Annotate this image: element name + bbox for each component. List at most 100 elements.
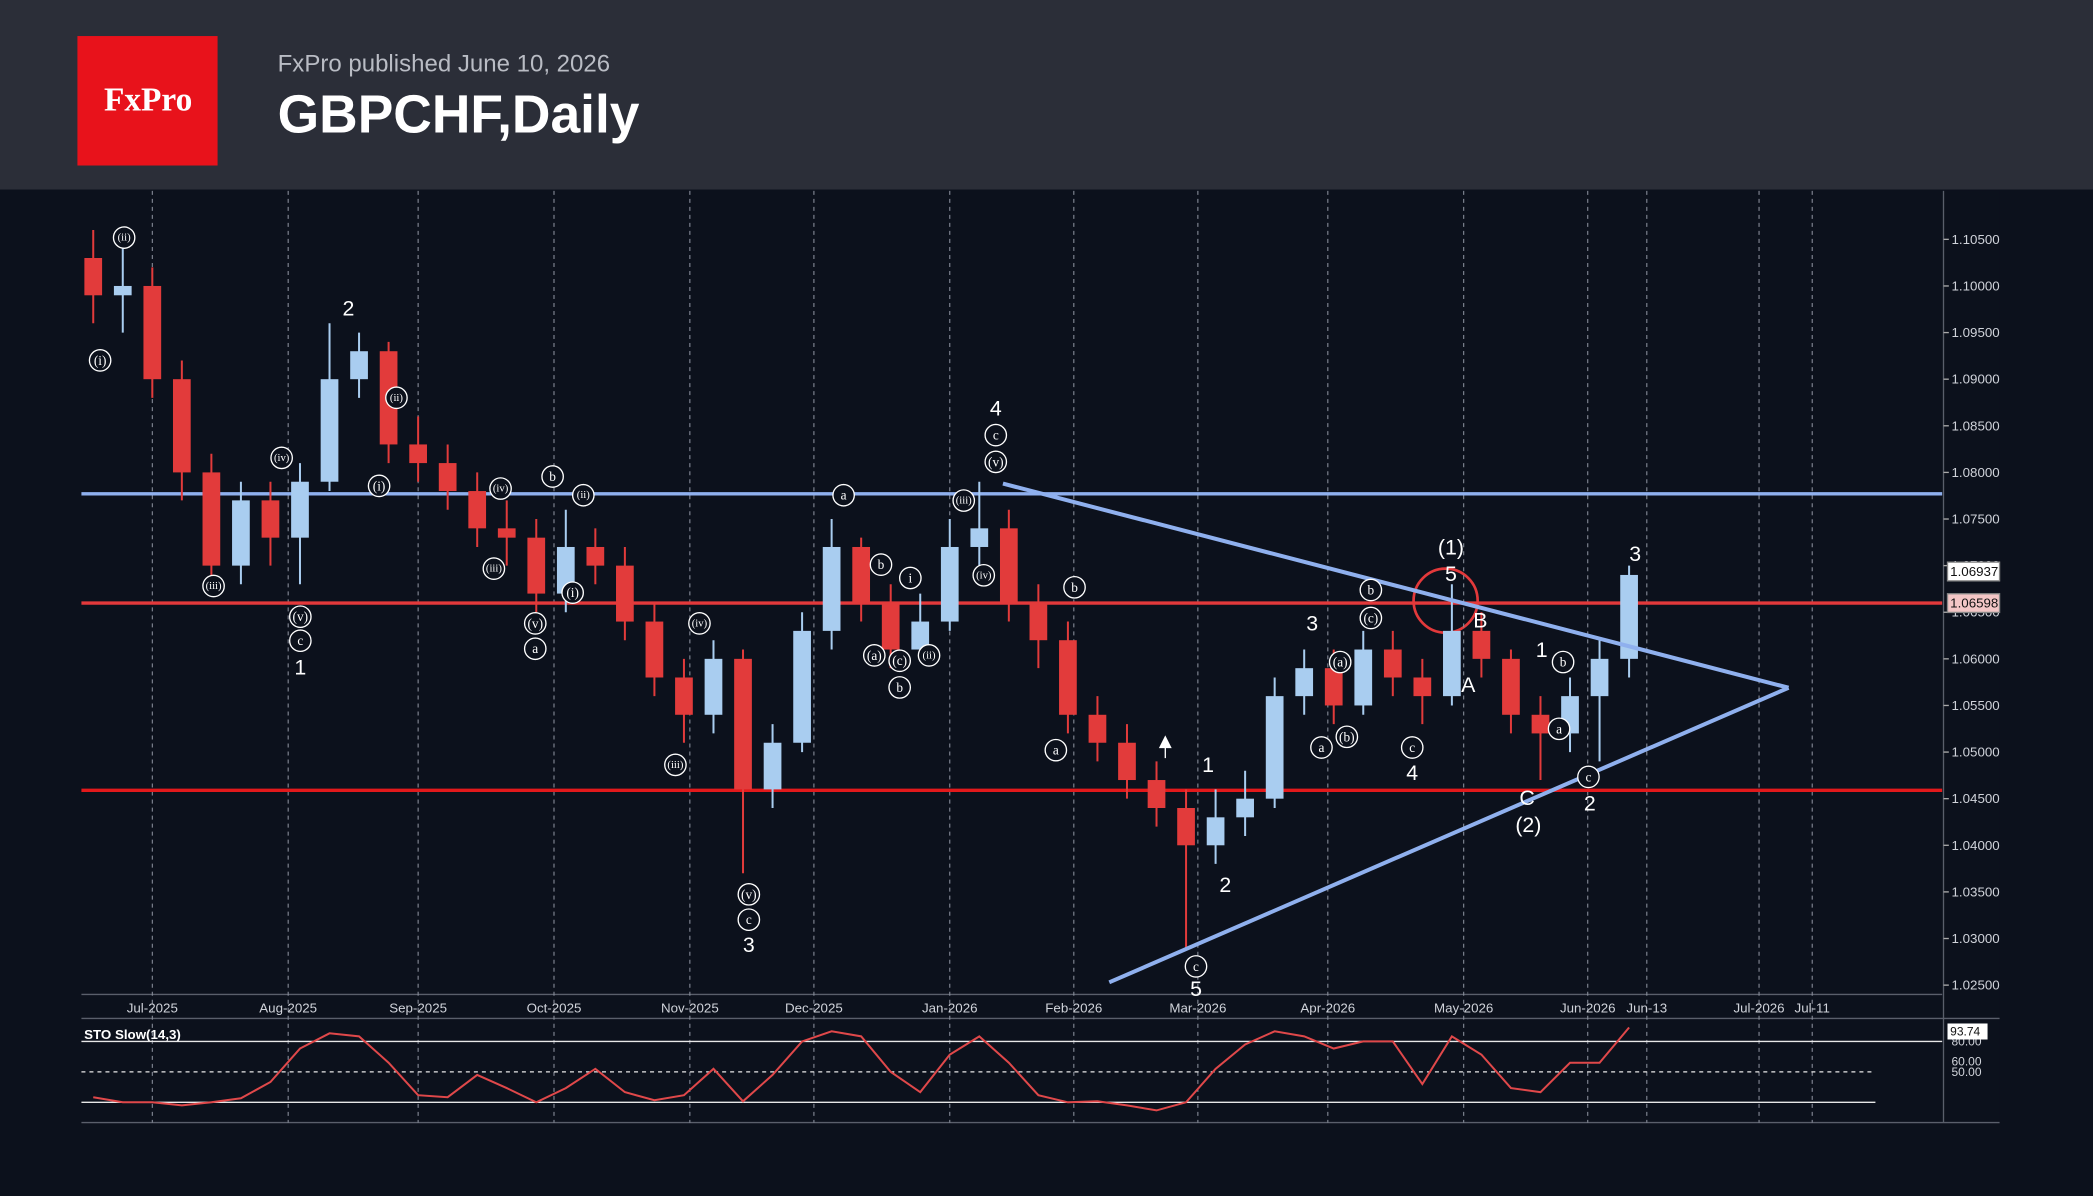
- candle-body: [1059, 640, 1077, 715]
- wave-circle: [1044, 738, 1068, 762]
- wave-label: 3: [1306, 611, 1318, 635]
- candle-body: [172, 379, 191, 473]
- stochastic-line: [93, 1026, 1630, 1112]
- wave-circle: [888, 649, 912, 673]
- wave-label: c: [1585, 769, 1591, 784]
- arrow: [1158, 735, 1172, 759]
- wave-label: (ii): [577, 489, 590, 501]
- wave-label: a: [532, 641, 538, 656]
- y-tick-label: 1.05500: [1952, 698, 2000, 713]
- candle-body: [881, 602, 900, 650]
- candle-body: [527, 537, 546, 594]
- wave-circle: [1400, 736, 1424, 759]
- y-tick-label: 1.10500: [1952, 232, 2000, 247]
- y-tick-label: 1.09000: [1952, 372, 2000, 387]
- wave-circle: [917, 644, 941, 667]
- candle-body: [911, 621, 930, 650]
- wave-label: (i): [373, 478, 386, 493]
- candle-body: [586, 546, 605, 566]
- wave-label: i: [908, 570, 912, 585]
- price-tag: [1946, 561, 2001, 582]
- wave-label: 5: [1445, 562, 1457, 586]
- wave-label: c: [1409, 740, 1415, 755]
- wave-label: (v): [988, 454, 1004, 469]
- wave-circle: [1335, 725, 1359, 749]
- wave-label: (iv): [976, 569, 992, 581]
- wave-label: a: [1319, 740, 1325, 755]
- candle-body: [1354, 649, 1373, 706]
- candle-body: [261, 500, 280, 538]
- logo: FxPro: [104, 82, 192, 119]
- wave-label: 3: [743, 933, 755, 957]
- wave-circle: [385, 386, 408, 410]
- wave-label: (b): [1339, 729, 1355, 744]
- candle-body: [438, 463, 457, 492]
- wave-label: 1: [1536, 638, 1548, 662]
- x-tick-label: Jan-2026: [922, 1000, 978, 1015]
- wave-label: c: [297, 633, 303, 648]
- candle-body: [409, 444, 427, 464]
- wave-circle: [541, 465, 564, 488]
- wave-label: b: [1560, 655, 1567, 670]
- wave-circle: [270, 446, 293, 470]
- candle-body: [1088, 714, 1107, 743]
- y-tick-label: 1.10000: [1952, 278, 2000, 293]
- logo-box: [77, 36, 218, 166]
- x-tick-label: Jul-2025: [127, 1000, 178, 1015]
- wave-label: (ii): [923, 649, 936, 661]
- wave-label: c: [993, 428, 999, 443]
- candle-body: [1118, 742, 1136, 781]
- candle-body: [1590, 658, 1609, 697]
- wave-label: (ii): [118, 232, 131, 244]
- candle-body: [940, 546, 959, 622]
- candle-body: [497, 528, 516, 538]
- candle-body: [291, 481, 309, 538]
- wave-label: (iii): [206, 580, 222, 592]
- wave-circle: [561, 581, 584, 605]
- wave-label: (iii): [667, 759, 683, 771]
- wave-label: (iii): [956, 495, 972, 507]
- wave-circle: [1359, 606, 1383, 630]
- wave-circle: [899, 566, 922, 590]
- wave-label: (i): [566, 585, 579, 600]
- wave-circle: [1184, 955, 1208, 978]
- candle-body: [320, 379, 339, 482]
- y-tick-label: 60.00: [1952, 1055, 1982, 1069]
- title: GBPCHF,Daily: [278, 85, 640, 144]
- y-tick-label: 1.05000: [1952, 745, 2000, 760]
- wave-label: b: [1071, 580, 1078, 595]
- wave-circle: [1310, 736, 1333, 759]
- header-bar: [0, 0, 2093, 190]
- candle-body: [1413, 677, 1432, 697]
- candle-body: [822, 546, 841, 631]
- y-tick-label: 1.06000: [1952, 651, 2000, 666]
- candle-body: [1620, 574, 1638, 659]
- wave-label: A: [1461, 673, 1476, 697]
- wave-circle: [984, 423, 1008, 447]
- wave-label: (ii): [390, 392, 403, 404]
- trendline: [1108, 685, 1790, 985]
- candle-body: [1206, 817, 1225, 846]
- wave-label: c: [1193, 959, 1199, 974]
- wave-circle: [482, 557, 506, 580]
- x-tick-label: Jun-2026: [1560, 1000, 1616, 1015]
- wave-circle: [664, 753, 687, 777]
- price-tag: [1946, 593, 2001, 614]
- y-tick-label: 1.07500: [1952, 512, 2000, 527]
- candle-body: [113, 285, 132, 296]
- wave-circle: [1577, 765, 1600, 789]
- wave-label: (v): [741, 887, 757, 902]
- wave-label: 2: [1219, 873, 1231, 897]
- wave-label: 1: [294, 655, 306, 679]
- wave-circle: [832, 483, 855, 507]
- wave-circle: [523, 637, 547, 661]
- wave-label: (a): [867, 648, 882, 663]
- wave-circle: [888, 676, 912, 699]
- candle-body: [1295, 668, 1314, 697]
- wave-label: c: [746, 912, 752, 927]
- wave-circle: [112, 226, 136, 249]
- wave-label: (i): [94, 353, 107, 368]
- x-tick-label: Feb-2026: [1045, 1000, 1102, 1015]
- price-tag-label: 1.06937: [1950, 564, 1998, 579]
